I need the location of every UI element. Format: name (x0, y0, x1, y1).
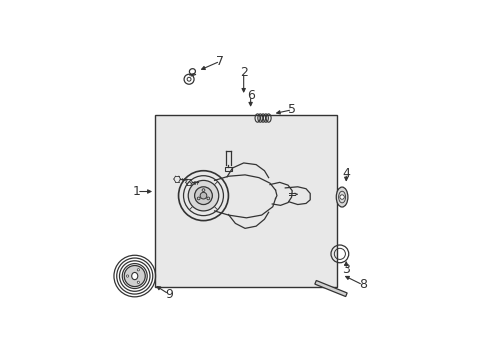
Polygon shape (314, 280, 346, 297)
Text: 6: 6 (246, 89, 254, 102)
Circle shape (124, 266, 145, 287)
Text: 3: 3 (342, 262, 349, 276)
Text: 8: 8 (358, 278, 366, 291)
Ellipse shape (336, 187, 347, 207)
Text: 2: 2 (239, 66, 247, 79)
Text: 5: 5 (287, 103, 296, 116)
Text: 1: 1 (133, 185, 141, 198)
Circle shape (126, 275, 128, 277)
Text: 9: 9 (164, 288, 172, 301)
Circle shape (194, 187, 212, 204)
Ellipse shape (131, 273, 138, 280)
Circle shape (137, 269, 139, 271)
Circle shape (339, 195, 344, 199)
Text: 4: 4 (342, 167, 349, 180)
Circle shape (200, 192, 206, 199)
Text: 7: 7 (216, 55, 224, 68)
Circle shape (137, 281, 139, 283)
Bar (155, 115, 336, 287)
Bar (224, 167, 231, 171)
Circle shape (188, 180, 218, 211)
